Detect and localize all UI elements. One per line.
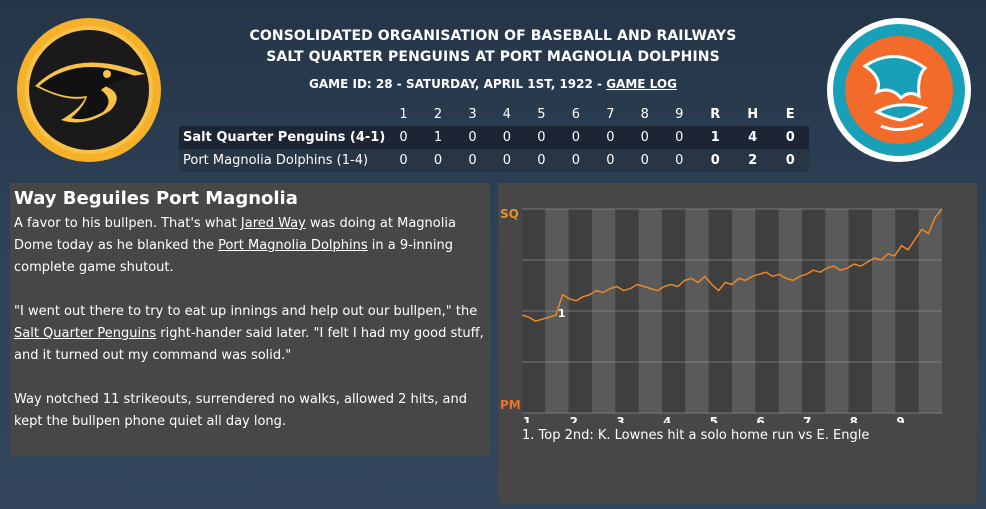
game-header: CONSOLIDATED ORGANISATION OF BASEBALL AN…	[180, 26, 806, 93]
y-axis-top-label: SQ	[500, 207, 519, 221]
inning-score: 0	[593, 149, 628, 172]
article-text: A favor to his bullpen. That's what	[14, 216, 241, 231]
table-row: Port Magnolia Dolphins (1-4) 0 0 0 0 0 0…	[179, 149, 809, 172]
win-probability-line	[521, 208, 943, 323]
game-info-text: GAME ID: 28 - SATURDAY, APRIL 1ST, 1922 …	[309, 77, 607, 91]
inning-score: 1	[420, 126, 456, 149]
team-column-header	[179, 103, 386, 126]
x-tick-label-inning-2: 2	[570, 415, 578, 423]
salt-quarter-penguins-logo	[15, 16, 163, 164]
col-1: 1	[399, 107, 408, 122]
x-tick-label-inning-5: 5	[710, 415, 718, 423]
col-7: 7	[606, 107, 615, 122]
col-hits: H	[747, 107, 759, 122]
inning-score: 0	[386, 126, 421, 149]
game-recap-article: Way Beguiles Port Magnolia A favor to hi…	[10, 183, 490, 455]
player-link-jared-way[interactable]: Jared Way	[240, 216, 306, 231]
article-text: "I went out there to try to eat up innin…	[14, 304, 478, 319]
inning-score: 0	[455, 126, 490, 149]
away-hits: 4	[733, 126, 772, 149]
team-link-salt-quarter-penguins[interactable]: Salt Quarter Penguins	[14, 326, 157, 341]
inning-score: 0	[524, 149, 559, 172]
team-link-port-magnolia-dolphins[interactable]: Port Magnolia Dolphins	[218, 238, 368, 253]
home-errors: 0	[771, 149, 809, 172]
inning-score: 0	[386, 149, 421, 172]
x-tick-label-inning-1: 1	[523, 415, 531, 423]
x-tick-label-inning-7: 7	[803, 415, 811, 423]
inning-score: 0	[662, 126, 697, 149]
col-9: 9	[675, 107, 684, 122]
away-errors: 0	[771, 126, 809, 149]
inning-score: 0	[558, 126, 594, 149]
col-8: 8	[640, 107, 649, 122]
col-6: 6	[571, 107, 581, 122]
inning-score: 0	[627, 126, 663, 149]
col-5: 5	[537, 107, 546, 122]
game-info: GAME ID: 28 - SATURDAY, APRIL 1ST, 1922 …	[180, 75, 806, 93]
port-magnolia-dolphins-logo	[825, 16, 973, 164]
inning-score: 0	[627, 149, 663, 172]
col-4: 4	[502, 107, 512, 122]
line-score-table: 1 2 3 4 5 6 7 8 9 R H E Salt Quarter Pen…	[179, 103, 809, 172]
col-errors: E	[785, 107, 795, 122]
col-runs: R	[710, 107, 721, 122]
inning-score: 0	[662, 149, 697, 172]
inning-score: 0	[420, 149, 456, 172]
x-tick-label-inning-3: 3	[616, 415, 624, 423]
inning-score: 0	[489, 126, 525, 149]
home-runs: 0	[696, 149, 734, 172]
inning-score: 0	[455, 149, 490, 172]
article-paragraph: A favor to his bullpen. That's what Jare…	[14, 213, 486, 279]
league-title: CONSOLIDATED ORGANISATION OF BASEBALL AN…	[249, 28, 737, 44]
home-hits: 2	[733, 149, 772, 172]
home-team-name[interactable]: Port Magnolia Dolphins (1-4)	[179, 149, 387, 172]
article-text: right-hander said later. "I felt I had m…	[14, 326, 484, 363]
annotation-marker-1: 1	[558, 307, 566, 320]
y-axis-bottom-label: PM	[500, 398, 521, 412]
col-2: 2	[433, 107, 443, 122]
play-annotation-caption: 1. Top 2nd: K. Lownes hit a solo home ru…	[522, 428, 870, 443]
inning-score: 0	[558, 149, 594, 172]
col-3: 3	[468, 107, 477, 122]
win-probability-chart: 1 2 3 4 5 6 7 8 9 SQ PM 1	[500, 207, 943, 423]
article-text: was doing at Magnolia Dome today as he b…	[14, 216, 456, 253]
inning-score: 0	[489, 149, 525, 172]
article-text: in a 9-inning complete game shutout.	[14, 238, 453, 275]
inning-score: 0	[524, 126, 559, 149]
x-tick-label-inning-4: 4	[663, 415, 671, 423]
table-row: Salt Quarter Penguins (4-1) 0 1 0 0 0 0 …	[179, 126, 809, 149]
x-tick-label-inning-8: 8	[850, 415, 858, 423]
article-headline: Way Beguiles Port Magnolia	[14, 188, 298, 209]
x-tick-label-inning-9: 9	[896, 415, 904, 423]
inning-score: 0	[593, 126, 628, 149]
x-tick-label-inning-6: 6	[756, 415, 764, 423]
game-log-link[interactable]: GAME LOG	[606, 77, 677, 91]
away-runs: 1	[696, 126, 734, 149]
away-team-name[interactable]: Salt Quarter Penguins (4-1)	[179, 126, 387, 149]
matchup-title: SALT QUARTER PENGUINS AT PORT MAGNOLIA D…	[266, 49, 720, 65]
win-probability-panel: 1 2 3 4 5 6 7 8 9 SQ PM 1 1. Top 2nd: K. Lownes …	[498, 183, 977, 503]
line-score-header: 1 2 3 4 5 6 7 8 9 R H E	[179, 103, 809, 126]
article-paragraph: Way notched 11 strikeouts, surrendered n…	[14, 392, 467, 429]
article-paragraph: "I went out there to try to eat up innin…	[14, 301, 486, 367]
